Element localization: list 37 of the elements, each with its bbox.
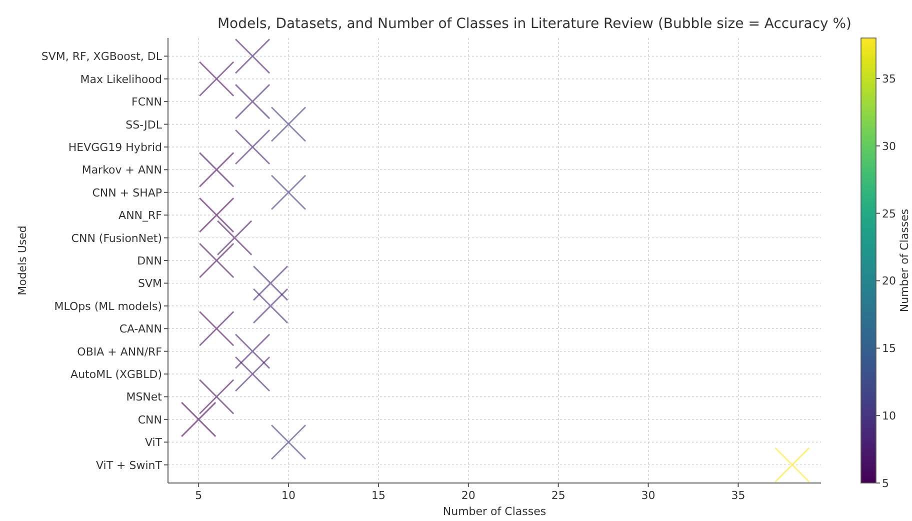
x-tick-label: 20 [461, 489, 476, 502]
color-bar-label: 20 [882, 274, 896, 288]
color-bar-title: Number of Classes [898, 208, 911, 312]
color-bar-label: 5 [882, 477, 889, 490]
y-tick-label: FCNN [132, 96, 162, 109]
chart-title: Models, Datasets, and Number of Classes in Literature Review (Bubble size = Accuracy %) [217, 16, 852, 32]
color-bar-label: 25 [882, 207, 896, 220]
y-tick-label: SVM, RF, XGBoost, DL [41, 50, 163, 64]
color-bar-label: 15 [882, 342, 896, 356]
y-tick-label: ANN_RF [118, 209, 162, 222]
x-tick-label: 25 [551, 489, 566, 502]
y-tick-label: ViT [144, 436, 162, 450]
color-bar-label: 30 [882, 140, 896, 153]
color-bar-label: 10 [882, 410, 896, 423]
x-tick-label: 10 [282, 489, 296, 502]
y-tick-label: Markov + ANN [82, 164, 162, 177]
x-axis-title: Number of Classes [442, 505, 546, 518]
x-tick-label: 15 [371, 489, 386, 502]
y-tick-label: MLOps (ML models) [54, 300, 162, 313]
y-tick-label: AutoML (XGBLD) [70, 368, 162, 382]
y-tick-label: HEVGG19 Hybrid [68, 140, 162, 154]
y-tick-label: OBIA + ANN/RF [77, 345, 162, 358]
y-tick-label: SVM [138, 277, 162, 290]
x-tick-label: 5 [195, 489, 202, 502]
x-tick-label: 30 [641, 489, 656, 502]
y-tick-label: DNN [137, 254, 162, 268]
y-axis-title: Models Used [16, 226, 29, 296]
y-tick-label: Max Likelihood [80, 72, 162, 86]
color-bar-label: 35 [882, 72, 896, 86]
y-tick-label: CA-ANN [119, 322, 162, 336]
y-tick-label: SS-JDL [126, 118, 163, 132]
y-tick-label: ViT + SwinT [96, 458, 162, 472]
y-tick-label: CNN [138, 413, 162, 426]
y-tick-label: MSNet [126, 390, 163, 404]
y-tick-label: CNN (FusionNet) [71, 232, 162, 245]
x-tick-label: 35 [731, 489, 746, 502]
y-tick-label: CNN + SHAP [92, 186, 162, 200]
